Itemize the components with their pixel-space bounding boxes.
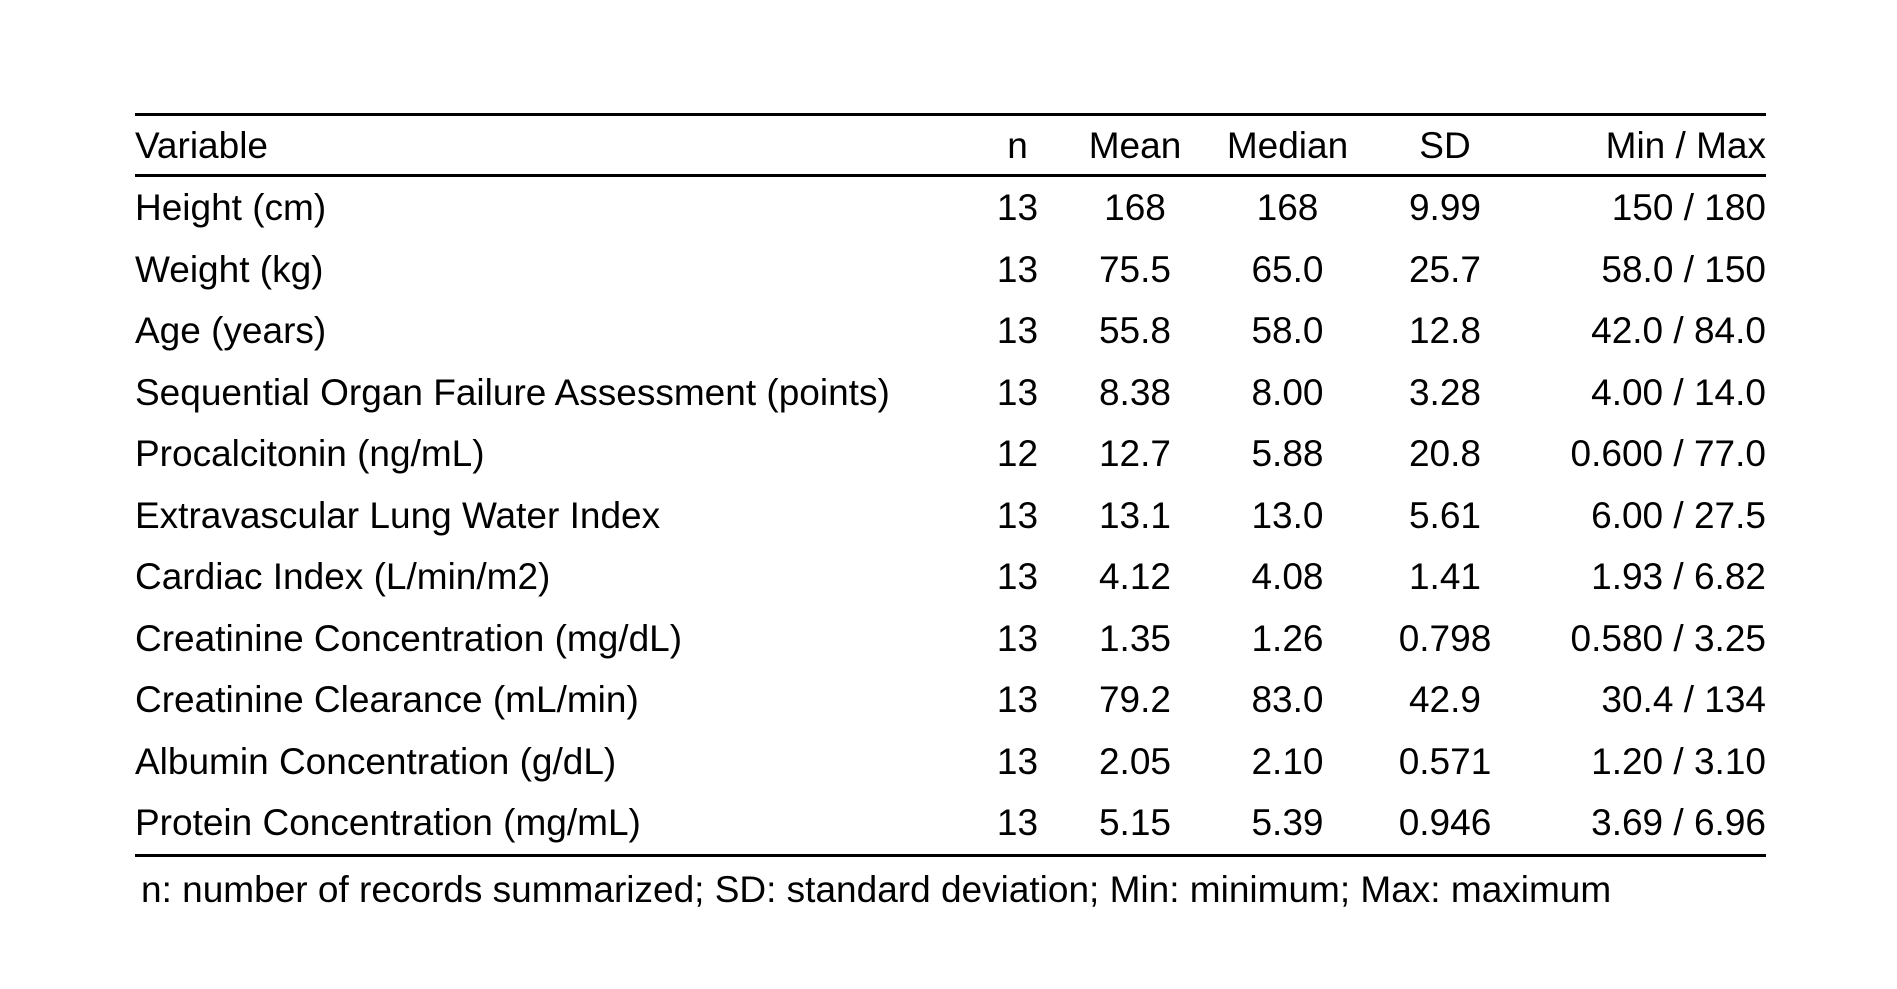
column-header-n: n [965,114,1070,177]
table-row: Weight (kg) 13 75.5 65.0 25.7 58.0 / 150 [135,239,1766,301]
mean-cell: 168 [1104,187,1166,229]
n-cell: 13 [996,187,1039,229]
mean-cell: 8.38 [1098,371,1171,413]
table-footnote: n: number of records summarized; SD: sta… [141,869,1612,910]
sd-cell: 1.41 [1408,556,1481,598]
variable-cell: Weight (kg) [135,248,324,290]
n-cell: 13 [996,679,1039,721]
variable-cell: Creatinine Clearance (mL/min) [135,679,639,721]
median-cell: 65.0 [1251,248,1324,290]
median-cell: 5.39 [1251,802,1324,844]
table-body: Height (cm) 13 168 168 9.99 150 / 180 We… [135,176,1766,856]
min-max-cell: 1.20 / 3.10 [1591,740,1766,782]
column-header-median: Median [1200,114,1375,177]
mean-cell: 4.12 [1098,556,1171,598]
table-row: Protein Concentration (mg/mL) 13 5.15 5.… [135,792,1766,855]
min-max-cell: 30.4 / 134 [1601,679,1766,721]
table-row: Height (cm) 13 168 168 9.99 150 / 180 [135,176,1766,239]
mean-cell: 55.8 [1098,310,1171,352]
mean-cell: 5.15 [1098,802,1171,844]
variable-cell: Procalcitonin (ng/mL) [135,433,485,475]
mean-cell: 12.7 [1098,433,1171,475]
n-cell: 13 [996,617,1039,659]
min-max-cell: 0.600 / 77.0 [1570,433,1766,475]
table-row: Creatinine Clearance (mL/min) 13 79.2 83… [135,669,1766,731]
median-cell: 8.00 [1251,371,1324,413]
n-cell: 13 [996,371,1039,413]
table-header: Variable n Mean Median SD Min / Max [135,114,1766,177]
sd-cell: 42.9 [1408,679,1481,721]
median-cell: 58.0 [1251,310,1324,352]
sd-cell: 0.571 [1398,740,1492,782]
header-row: Variable n Mean Median SD Min / Max [135,114,1766,177]
column-header-variable: Variable [135,114,965,177]
sd-cell: 20.8 [1408,433,1481,475]
variable-cell: Creatinine Concentration (mg/dL) [135,617,683,659]
variable-cell: Extravascular Lung Water Index [135,494,661,536]
table-row: Cardiac Index (L/min/m2) 13 4.12 4.08 1.… [135,546,1766,608]
n-cell: 13 [996,802,1039,844]
variable-cell: Cardiac Index (L/min/m2) [135,556,551,598]
variable-cell: Albumin Concentration (g/dL) [135,740,617,782]
sd-cell: 0.946 [1398,802,1492,844]
min-max-cell: 3.69 / 6.96 [1591,802,1766,844]
median-cell: 1.26 [1251,617,1324,659]
median-cell: 13.0 [1251,494,1324,536]
summary-statistics-table: Variable n Mean Median SD Min / Max Heig… [135,113,1766,857]
mean-cell: 1.35 [1098,617,1171,659]
table-row: Extravascular Lung Water Index 13 13.1 1… [135,485,1766,547]
mean-cell: 75.5 [1098,248,1171,290]
median-cell: 2.10 [1251,740,1324,782]
n-cell: 13 [996,556,1039,598]
n-cell: 13 [996,248,1039,290]
table-row: Albumin Concentration (g/dL) 13 2.05 2.1… [135,731,1766,793]
n-cell: 13 [996,310,1039,352]
n-cell: 13 [996,740,1039,782]
table-row: Age (years) 13 55.8 58.0 12.8 42.0 / 84.… [135,300,1766,362]
variable-cell: Age (years) [135,310,327,352]
mean-cell: 2.05 [1098,740,1171,782]
column-header-mean: Mean [1070,114,1200,177]
min-max-cell: 1.93 / 6.82 [1591,556,1766,598]
min-max-cell: 6.00 / 27.5 [1591,494,1766,536]
n-cell: 12 [996,433,1039,475]
table-row: Creatinine Concentration (mg/dL) 13 1.35… [135,608,1766,670]
min-max-cell: 4.00 / 14.0 [1591,371,1766,413]
median-cell: 83.0 [1251,679,1324,721]
sd-cell: 0.798 [1398,617,1492,659]
column-header-sd: SD [1375,114,1515,177]
min-max-cell: 42.0 / 84.0 [1591,310,1766,352]
min-max-cell: 150 / 180 [1611,187,1766,229]
min-max-cell: 0.580 / 3.25 [1570,617,1766,659]
variable-cell: Sequential Organ Failure Assessment (poi… [135,371,890,413]
mean-cell: 79.2 [1098,679,1171,721]
mean-cell: 13.1 [1098,494,1171,536]
n-cell: 13 [996,494,1039,536]
variable-cell: Height (cm) [135,187,327,229]
min-max-cell: 58.0 / 150 [1601,248,1766,290]
median-cell: 5.88 [1251,433,1324,475]
table-row: Sequential Organ Failure Assessment (poi… [135,362,1766,424]
sd-cell: 5.61 [1408,494,1481,536]
sd-cell: 3.28 [1408,371,1481,413]
table-row: Procalcitonin (ng/mL) 12 12.7 5.88 20.8 … [135,423,1766,485]
sd-cell: 25.7 [1408,248,1481,290]
median-cell: 4.08 [1251,556,1324,598]
median-cell: 168 [1256,187,1319,229]
sd-cell: 12.8 [1408,310,1481,352]
variable-cell: Protein Concentration (mg/mL) [135,802,641,844]
column-header-min-max: Min / Max [1515,114,1766,177]
sd-cell: 9.99 [1408,187,1481,229]
